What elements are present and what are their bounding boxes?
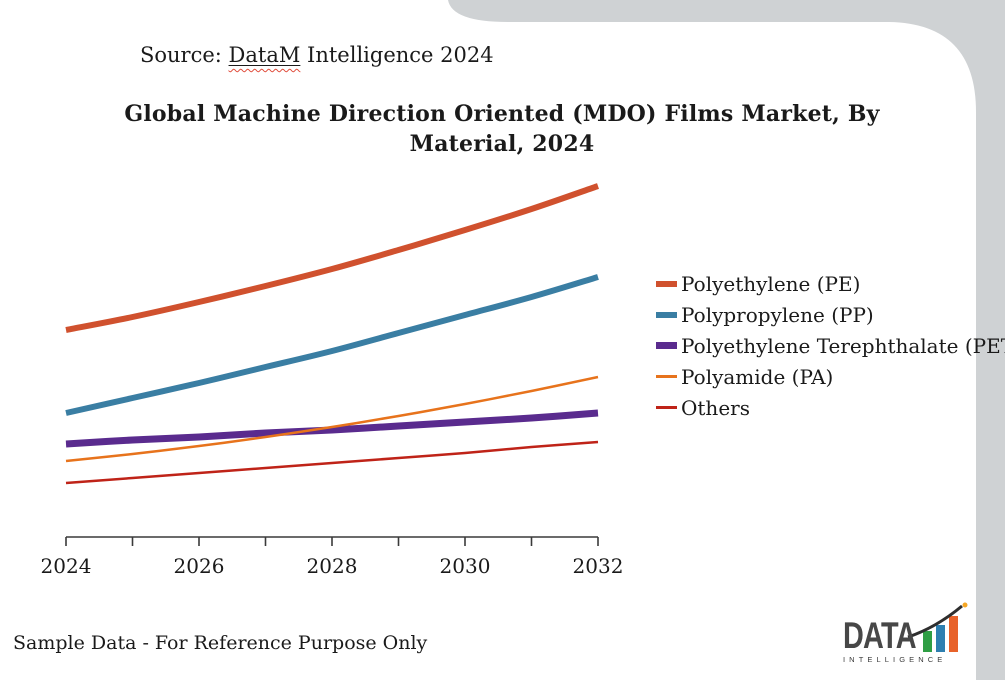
legend-item-5: Others <box>656 392 1005 423</box>
source-suffix: Intelligence 2024 <box>300 43 494 67</box>
sample-data-note: Sample Data - For Reference Purpose Only <box>13 632 428 654</box>
source-brand: DataM <box>228 43 301 67</box>
legend-swatch <box>656 375 677 378</box>
logo-bar-blue <box>936 625 946 652</box>
legend-item-1: Polyethylene (PE) <box>656 268 1005 299</box>
legend-swatch <box>656 406 677 409</box>
logo-bars-icon <box>907 602 972 653</box>
x-axis-tick-label: 2028 <box>307 554 358 578</box>
chart-title: Global Machine Direction Oriented (MDO) … <box>96 99 908 160</box>
source-prefix: Source: <box>140 43 229 67</box>
legend-swatch <box>656 311 677 318</box>
chart-title-line2: Material, 2024 <box>409 131 595 158</box>
chart-title-line1: Global Machine Direction Oriented (MDO) … <box>124 101 880 127</box>
source-note: Source: DataM Intelligence 2024 <box>140 43 494 67</box>
x-axis-tick-label: 2032 <box>573 554 624 578</box>
logo-wordmark: DATA <box>843 615 917 656</box>
x-axis-tick-label: 2030 <box>440 554 491 578</box>
logo-swoosh-dot <box>962 602 968 608</box>
series-line-5 <box>65 440 599 485</box>
datam-intelligence-logo: DATA INTELLIGENCE <box>843 602 972 664</box>
legend-label: Polypropylene (PP) <box>681 302 874 327</box>
legend-label: Polyamide (PA) <box>681 364 834 389</box>
legend-label: Polyethylene Terephthalate (PET) <box>681 333 1005 358</box>
series-line-1 <box>65 183 599 333</box>
legend-item-4: Polyamide (PA) <box>656 361 1005 392</box>
logo-tagline: INTELLIGENCE <box>843 655 947 664</box>
legend-label: Others <box>681 395 750 420</box>
legend-item-3: Polyethylene Terephthalate (PET) <box>656 330 1005 361</box>
legend-swatch <box>656 342 677 349</box>
chart-legend: Polyethylene (PE) Polypropylene (PP) Polye… <box>656 268 1005 423</box>
logo-bar-green <box>923 631 933 652</box>
logo-bar-orange <box>949 616 959 652</box>
logo-row: DATA <box>843 602 972 656</box>
legend-swatch <box>656 280 677 287</box>
x-axis-tick-label: 2024 <box>41 554 92 578</box>
x-axis-tick-label: 2026 <box>174 554 225 578</box>
legend-label: Polyethylene (PE) <box>681 271 861 296</box>
legend-item-2: Polypropylene (PP) <box>656 299 1005 330</box>
series-line-3 <box>65 409 599 448</box>
